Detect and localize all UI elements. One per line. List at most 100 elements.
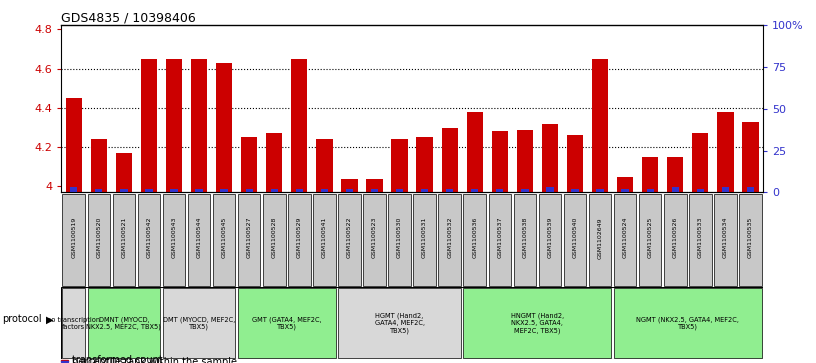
FancyBboxPatch shape [513, 194, 536, 286]
Bar [271, 189, 278, 192]
FancyBboxPatch shape [489, 194, 511, 286]
Bar [692, 134, 708, 192]
FancyBboxPatch shape [689, 194, 712, 286]
Text: GSM1100543: GSM1100543 [171, 217, 176, 258]
Text: GSM1100535: GSM1100535 [748, 217, 753, 258]
Bar [743, 122, 759, 192]
FancyBboxPatch shape [589, 194, 611, 286]
Bar [91, 139, 107, 192]
FancyBboxPatch shape [614, 194, 636, 286]
Text: GSM1100537: GSM1100537 [497, 217, 503, 258]
Bar [220, 189, 228, 192]
Text: GSM1100528: GSM1100528 [272, 217, 277, 258]
FancyBboxPatch shape [539, 194, 561, 286]
FancyBboxPatch shape [87, 288, 160, 358]
FancyBboxPatch shape [238, 288, 335, 358]
Bar [667, 157, 683, 192]
Text: GSM1100523: GSM1100523 [372, 217, 377, 258]
FancyBboxPatch shape [87, 194, 110, 286]
Bar [721, 187, 729, 192]
Bar [120, 189, 127, 192]
Text: NGMT (NKX2.5, GATA4, MEF2C,
TBX5): NGMT (NKX2.5, GATA4, MEF2C, TBX5) [636, 316, 739, 330]
FancyBboxPatch shape [414, 194, 436, 286]
FancyBboxPatch shape [338, 194, 361, 286]
Text: GSM1100525: GSM1100525 [648, 217, 653, 258]
FancyBboxPatch shape [363, 194, 386, 286]
Bar [370, 189, 378, 192]
Bar [346, 189, 353, 192]
Bar [246, 189, 253, 192]
FancyBboxPatch shape [213, 194, 235, 286]
Text: protocol: protocol [2, 314, 42, 325]
Bar [646, 189, 654, 192]
FancyBboxPatch shape [463, 194, 486, 286]
Bar [467, 112, 483, 192]
Bar [95, 189, 103, 192]
FancyBboxPatch shape [63, 194, 85, 286]
Bar [546, 187, 553, 192]
Bar [596, 189, 604, 192]
Bar [416, 137, 432, 192]
FancyBboxPatch shape [288, 194, 311, 286]
Bar [321, 189, 328, 192]
Text: DMT (MYOCD, MEF2C,
TBX5): DMT (MYOCD, MEF2C, TBX5) [163, 316, 235, 330]
Text: GMT (GATA4, MEF2C,
TBX5): GMT (GATA4, MEF2C, TBX5) [252, 316, 322, 330]
Bar [291, 59, 308, 192]
Text: no transcription
factors: no transcription factors [47, 317, 100, 330]
FancyBboxPatch shape [739, 194, 761, 286]
Bar [492, 131, 508, 192]
Text: GSM1100524: GSM1100524 [623, 217, 628, 258]
Bar [166, 59, 182, 192]
Text: ▶: ▶ [46, 314, 53, 325]
Text: GSM1100533: GSM1100533 [698, 217, 703, 258]
Bar [517, 130, 533, 192]
Bar [116, 153, 132, 192]
Text: DMNT (MYOCD,
NKX2.5, MEF2C, TBX5): DMNT (MYOCD, NKX2.5, MEF2C, TBX5) [86, 316, 162, 330]
FancyBboxPatch shape [263, 194, 286, 286]
Bar [241, 137, 257, 192]
Bar [441, 127, 458, 192]
Bar [642, 157, 659, 192]
FancyBboxPatch shape [238, 194, 260, 286]
Bar [141, 59, 157, 192]
Bar [567, 135, 583, 192]
Text: HNGMT (Hand2,
NKX2.5, GATA4,
MEF2C, TBX5): HNGMT (Hand2, NKX2.5, GATA4, MEF2C, TBX5… [511, 313, 564, 334]
Bar [70, 187, 78, 192]
Bar [216, 63, 233, 192]
Bar [65, 98, 82, 192]
Bar [542, 124, 558, 192]
Bar [617, 177, 633, 192]
FancyBboxPatch shape [639, 194, 662, 286]
Bar [171, 189, 178, 192]
Text: GSM1100545: GSM1100545 [222, 217, 227, 258]
Bar [747, 187, 754, 192]
Bar [145, 189, 153, 192]
Bar [672, 187, 679, 192]
FancyBboxPatch shape [388, 194, 410, 286]
Text: percentile rank within the sample: percentile rank within the sample [72, 357, 237, 363]
Text: GSM1100539: GSM1100539 [548, 217, 552, 258]
FancyBboxPatch shape [664, 194, 686, 286]
Bar [521, 189, 529, 192]
Bar [317, 139, 332, 192]
Bar [592, 59, 608, 192]
Text: HGMT (Hand2,
GATA4, MEF2C,
TBX5): HGMT (Hand2, GATA4, MEF2C, TBX5) [375, 313, 424, 334]
Text: GSM1100542: GSM1100542 [146, 217, 152, 258]
Bar [421, 189, 428, 192]
Bar [295, 189, 303, 192]
Text: GSM1100522: GSM1100522 [347, 217, 352, 258]
Text: GSM1102649: GSM1102649 [597, 217, 602, 258]
Bar [471, 189, 478, 192]
Text: GSM1100544: GSM1100544 [197, 217, 202, 258]
Text: GSM1100527: GSM1100527 [246, 217, 251, 258]
Text: GSM1100526: GSM1100526 [672, 217, 678, 258]
Bar [697, 189, 704, 192]
FancyBboxPatch shape [113, 194, 135, 286]
Bar [191, 59, 207, 192]
FancyBboxPatch shape [564, 194, 586, 286]
FancyBboxPatch shape [63, 288, 85, 358]
Bar [366, 179, 383, 192]
Bar [266, 134, 282, 192]
Text: GDS4835 / 10398406: GDS4835 / 10398406 [61, 11, 196, 24]
FancyBboxPatch shape [614, 288, 761, 358]
